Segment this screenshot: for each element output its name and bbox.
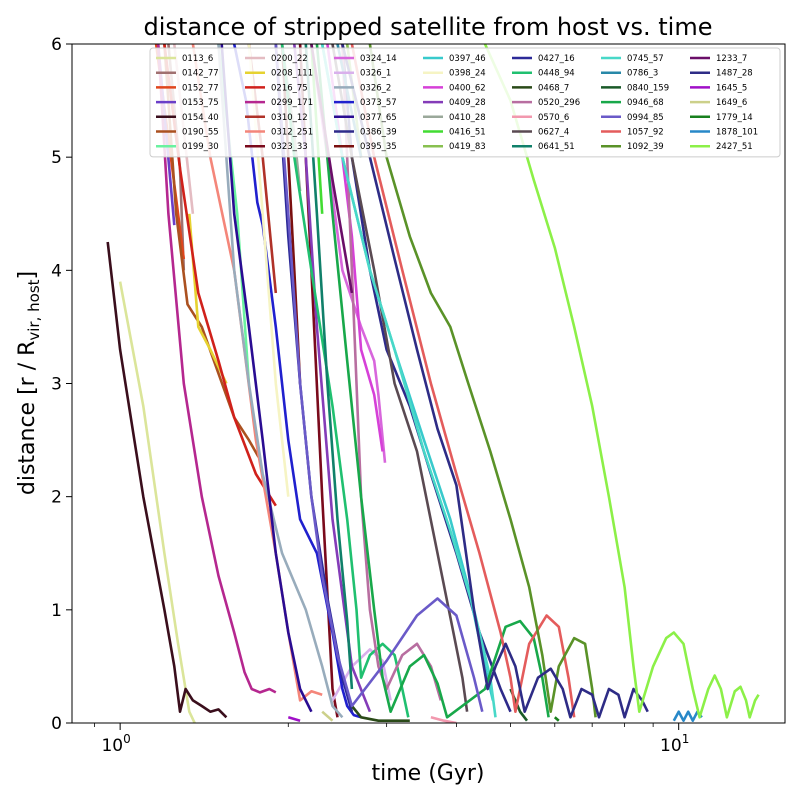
legend-label-0416_51: 0416_51 [449,128,486,138]
legend-label-0326_2: 0326_2 [360,83,391,93]
series-line-0216_75 [163,44,277,507]
legend-label-0786_3: 0786_3 [627,69,658,79]
legend-label-0326_1: 0326_1 [360,69,391,79]
legend-label-0312_251: 0312_251 [271,128,313,138]
legend-label-0468_7: 0468_7 [538,83,569,93]
legend-label-0153_75: 0153_75 [182,98,219,108]
legend-label-1233_7: 1233_7 [716,54,747,64]
legend-label-0400_62: 0400_62 [449,83,486,93]
series-line-1649_6 [321,710,334,722]
legend-label-0448_94: 0448_94 [538,69,575,79]
legend-label-0200_22: 0200_22 [271,54,308,64]
series-line-1092_39 [368,44,597,718]
y-axis-label: distance [r / Rvir, host] [15,271,43,495]
x-tick-exponent: 0 [123,732,131,746]
y-tick-label: 1 [51,601,62,621]
y-tick-label: 3 [51,375,62,395]
legend-label-0154_40: 0154_40 [182,113,219,123]
legend-label-0745_57: 0745_57 [627,54,664,64]
legend-label-0946_68: 0946_68 [627,98,664,108]
legend-label-0199_30: 0199_30 [182,142,219,152]
y-axis-label-close: ] [15,271,40,280]
legend-label-0398_24: 0398_24 [449,69,486,79]
legend-label-1092_39: 1092_39 [627,142,664,152]
legend-label-0142_77: 0142_77 [182,69,219,79]
legend-label-1057_92: 1057_92 [627,128,664,138]
x-tick-exponent: 1 [682,732,690,746]
legend: 0113_6 0142_77 0152_77 0153_75 0154_40 0190_5… [149,47,781,158]
legend-label-0627_4: 0627_4 [538,128,569,138]
legend-label-0395_35: 0395_35 [360,142,397,152]
series-line-0641_51 [304,44,354,690]
legend-label-0190_55: 0190_55 [182,128,219,138]
series-line-0326_1 [331,648,392,702]
legend-label-0299_171: 0299_171 [271,98,313,108]
series-line-0208_111 [188,213,228,385]
series-line-1487_28 [341,44,649,719]
series-line-0154_40 [106,241,228,719]
legend-label-0324_14: 0324_14 [360,54,397,64]
x-tick-label: 101 [660,732,689,756]
series-line-0448_94 [280,44,410,718]
series-line-0326_2 [217,44,344,719]
y-tick-label: 0 [51,714,62,734]
legend-label-2427_51: 2427_51 [716,142,753,152]
legend-label-0386_39: 0386_39 [360,128,397,138]
series-line-1057_92 [350,44,576,718]
legend-label-0216_75: 0216_75 [271,83,308,93]
y-tick-label: 6 [51,35,62,55]
legend-label-0410_28: 0410_28 [449,113,486,123]
y-tick-label: 5 [51,148,62,168]
legend-label-0427_16: 0427_16 [538,54,575,64]
x-axis-label: time (Gyr) [372,761,485,786]
legend-label-1878_101: 1878_101 [716,128,758,138]
legend-label-0323_33: 0323_33 [271,142,308,152]
series-line-0745_57 [320,44,497,718]
legend-label-0520_296: 0520_296 [538,98,580,108]
series-line-0946_68 [315,44,550,719]
series-line-0994_85 [274,44,484,713]
series-line-0190_55 [163,44,260,458]
x-tick-label: 100 [101,732,130,756]
legend-label-0373_57: 0373_57 [360,98,397,108]
series-line-0373_57 [232,44,362,719]
series-line-0299_171 [156,44,277,694]
legend-label-0377_65: 0377_65 [360,113,397,123]
legend-label-0641_51: 0641_51 [538,142,575,152]
y-tick-label: 4 [51,261,62,281]
legend-label-0840_159: 0840_159 [627,83,669,93]
legend-label-0152_77: 0152_77 [182,83,219,93]
series-line-0570_6 [430,716,457,723]
y-axis-label-main: distance [r / R [15,341,40,496]
legend-label-0570_6: 0570_6 [538,113,569,123]
series-line-0468_7 [350,705,410,722]
series-line-1645_5 [287,716,301,722]
axes: 0 1 2 3 4 5 6 100 101 [51,35,786,756]
series-line-0113_6 [118,281,196,723]
series-line-2427_51 [483,44,760,719]
legend-label-1487_28: 1487_28 [716,69,753,79]
series-line-0627_4 [331,44,469,712]
legend-label-0419_83: 0419_83 [449,142,486,152]
legend-frame [149,47,781,158]
legend-label-0397_46: 0397_46 [449,54,486,64]
legend-label-1779_14: 1779_14 [716,113,753,123]
legend-label-1649_6: 1649_6 [716,98,747,108]
legend-label-0994_85: 0994_85 [627,113,664,123]
legend-label-1645_5: 1645_5 [716,83,747,93]
y-tick-label: 2 [51,488,62,508]
legend-label-0310_12: 0310_12 [271,113,308,123]
series-line-0377_65 [220,44,313,713]
series-line-1779_14 [553,716,560,722]
chart-title: distance of stripped satellite from host… [144,13,713,41]
y-axis-label-subscript: vir, host [25,279,43,340]
legend-label-0409_28: 0409_28 [449,98,486,108]
legend-label-0113_6: 0113_6 [182,54,213,64]
legend-label-0208_111: 0208_111 [271,69,313,79]
